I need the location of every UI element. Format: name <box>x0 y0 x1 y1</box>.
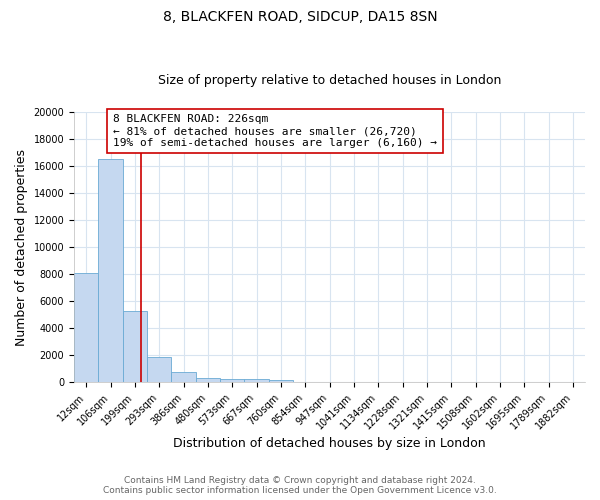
Bar <box>74 273 98 382</box>
Bar <box>220 379 244 382</box>
X-axis label: Distribution of detached houses by size in London: Distribution of detached houses by size … <box>173 437 486 450</box>
Bar <box>269 380 293 382</box>
Bar <box>98 159 122 382</box>
Text: 8 BLACKFEN ROAD: 226sqm
← 81% of detached houses are smaller (26,720)
19% of sem: 8 BLACKFEN ROAD: 226sqm ← 81% of detache… <box>113 114 437 148</box>
Y-axis label: Number of detached properties: Number of detached properties <box>15 148 28 346</box>
Bar <box>244 380 269 382</box>
Bar <box>172 372 196 382</box>
Bar <box>196 378 220 382</box>
Text: 8, BLACKFEN ROAD, SIDCUP, DA15 8SN: 8, BLACKFEN ROAD, SIDCUP, DA15 8SN <box>163 10 437 24</box>
Bar <box>122 310 147 382</box>
Text: Contains HM Land Registry data © Crown copyright and database right 2024.
Contai: Contains HM Land Registry data © Crown c… <box>103 476 497 495</box>
Title: Size of property relative to detached houses in London: Size of property relative to detached ho… <box>158 74 501 87</box>
Bar <box>147 358 172 382</box>
